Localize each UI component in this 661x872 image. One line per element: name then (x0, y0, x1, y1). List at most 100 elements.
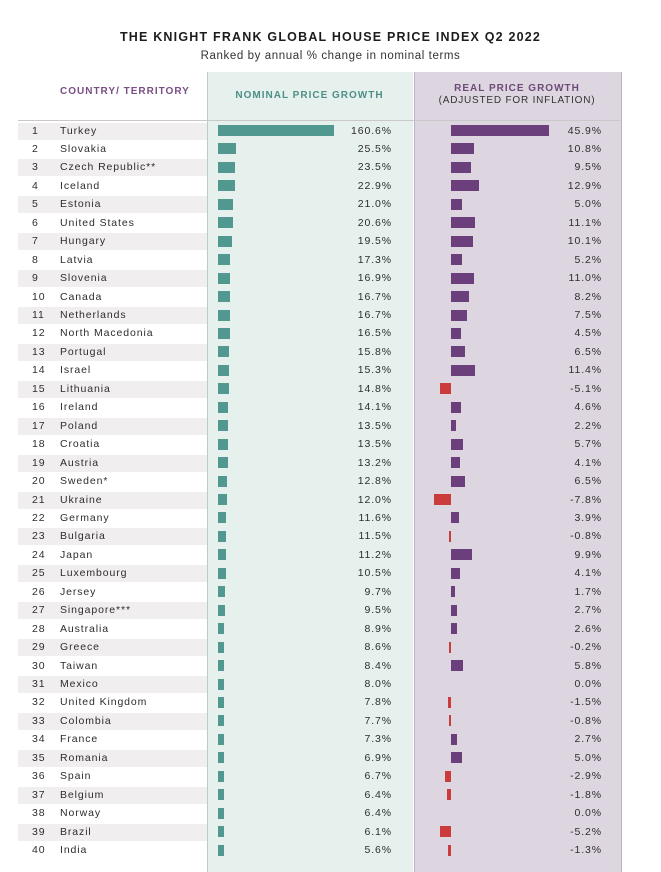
nominal-value: 25.5% (357, 142, 392, 155)
table-row-shade (18, 676, 207, 693)
row-country: Japan (60, 548, 94, 561)
table-row-shade (18, 749, 207, 767)
row-country: Czech Republic** (60, 161, 157, 174)
header-divider (18, 120, 620, 121)
real-bar (451, 401, 461, 413)
nominal-value: 11.2% (358, 548, 392, 561)
row-rank: 1 (32, 124, 39, 137)
real-value: -1.5% (570, 696, 602, 709)
nominal-column-header: NOMINAL PRICE GROWTH (235, 90, 384, 101)
row-rank: 14 (32, 364, 46, 377)
real-value: 0.0% (574, 678, 602, 690)
row-country: Israel (60, 364, 92, 377)
table-row-shade (18, 233, 207, 251)
nominal-value: 21.0% (357, 198, 392, 211)
real-value: 1.7% (574, 585, 602, 598)
table-row-shade (18, 307, 207, 324)
row-rank: 24 (32, 548, 46, 561)
row-rank: 6 (32, 216, 39, 229)
row-rank: 28 (32, 622, 46, 635)
nominal-bar (218, 346, 230, 358)
real-bar (451, 217, 475, 229)
real-bar (451, 198, 462, 210)
country-column-header: COUNTRY/ TERRITORY (60, 86, 190, 97)
table-row-shade (18, 639, 207, 657)
real-value: 4.6% (574, 401, 602, 414)
nominal-value: 11.6% (358, 511, 392, 524)
nominal-value: 14.8% (357, 382, 392, 395)
row-rank: 40 (32, 844, 46, 857)
chart-subtitle: Ranked by annual % change in nominal ter… (200, 50, 461, 62)
real-value: 2.6% (574, 622, 602, 635)
real-value: 5.7% (574, 438, 602, 451)
real-column-subtitle: (ADJUSTED FOR INFLATION) (438, 95, 596, 106)
row-country: Jersey (60, 585, 97, 598)
nominal-value: 23.5% (357, 161, 392, 174)
nominal-bar (218, 826, 224, 838)
real-value: 0.0% (574, 807, 602, 820)
nominal-value: 22.9% (357, 179, 392, 192)
real-bar (448, 844, 451, 856)
row-rank: 11 (32, 309, 45, 321)
row-rank: 31 (32, 678, 46, 690)
real-bar (451, 309, 467, 321)
table-row-shade (18, 823, 207, 841)
row-country: Ireland (60, 401, 99, 414)
row-country: Netherlands (60, 309, 127, 321)
nominal-bar (218, 696, 224, 708)
nominal-bar (218, 512, 227, 524)
row-country: Portugal (60, 345, 107, 358)
real-value: 2.7% (574, 733, 602, 746)
table-row-shade (18, 565, 207, 583)
row-rank: 25 (32, 567, 46, 580)
row-country: Austria (60, 456, 99, 469)
nominal-value: 10.5% (357, 567, 392, 580)
real-value: 2.2% (574, 419, 602, 432)
nominal-bar (218, 530, 227, 542)
real-bar (451, 586, 455, 598)
nominal-bar (218, 789, 224, 801)
nominal-value: 13.2% (357, 456, 392, 469)
nominal-bar (218, 549, 227, 561)
nominal-value: 7.7% (364, 714, 392, 727)
real-value: 4.5% (574, 327, 602, 340)
real-bar (451, 660, 464, 672)
real-value: 6.5% (574, 475, 602, 488)
nominal-value: 9.7% (364, 585, 392, 598)
real-bar (451, 567, 460, 579)
nominal-bar (218, 844, 224, 856)
real-bar (451, 254, 463, 266)
nominal-bar (218, 678, 224, 690)
table-row-shade (18, 417, 207, 435)
nominal-value: 7.8% (364, 696, 392, 709)
real-value: 45.9% (567, 124, 602, 137)
nominal-bar (218, 420, 228, 432)
nominal-value: 15.3% (357, 364, 392, 377)
real-value: -7.8% (570, 493, 602, 506)
nominal-value: 6.4% (364, 807, 392, 820)
nominal-bar (218, 125, 334, 136)
nominal-bar (218, 586, 225, 598)
nominal-value: 16.5% (357, 327, 392, 340)
row-rank: 22 (32, 511, 46, 524)
row-country: Latvia (60, 253, 94, 266)
real-bar (451, 180, 479, 192)
real-bar (451, 420, 456, 432)
row-rank: 34 (32, 733, 46, 746)
real-bar (440, 383, 451, 395)
table-row-shade (18, 122, 207, 140)
nominal-value: 16.7% (357, 290, 392, 303)
real-bar (451, 235, 473, 247)
table-row-shade (18, 380, 207, 398)
row-rank: 19 (32, 456, 46, 469)
real-bar (451, 457, 460, 469)
row-rank: 10 (32, 290, 46, 303)
nominal-value: 8.9% (364, 622, 392, 635)
real-bar (447, 789, 451, 801)
row-rank: 33 (32, 714, 46, 727)
row-rank: 29 (32, 641, 46, 654)
real-value: 7.5% (574, 309, 602, 321)
real-bar (451, 623, 457, 635)
nominal-value: 8.6% (364, 641, 392, 654)
row-rank: 37 (32, 788, 46, 801)
